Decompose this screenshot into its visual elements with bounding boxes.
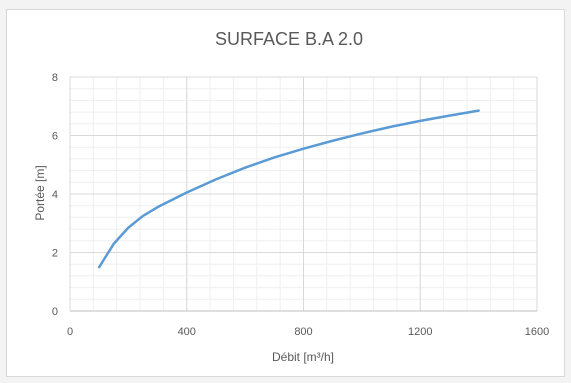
y-tick-label: 8: [52, 72, 58, 84]
x-tick-label: 400: [178, 326, 196, 338]
x-tick-label: 0: [67, 326, 73, 338]
x-axis-label: Débit [m³/h]: [272, 350, 334, 364]
y-tick-labels: 0 2 4 6 8: [52, 72, 58, 318]
series-line: [97, 109, 480, 269]
x-tick-label: 1600: [525, 326, 549, 338]
series-layer: [97, 109, 480, 269]
y-tick-label: 6: [52, 131, 58, 143]
y-tick-label: 2: [52, 248, 58, 260]
y-tick-label: 4: [52, 189, 58, 201]
x-tick-labels: 0 400 800 1200 1600: [67, 326, 549, 338]
y-tick-label: 0: [52, 306, 58, 318]
x-tick-label: 1200: [408, 326, 432, 338]
x-tick-label: 800: [294, 326, 312, 338]
y-axis-label: Portée [m]: [33, 165, 47, 220]
grid: [69, 76, 538, 312]
chart-title: SURFACE B.A 2.0: [215, 29, 363, 49]
chart-frame: [6, 9, 565, 377]
